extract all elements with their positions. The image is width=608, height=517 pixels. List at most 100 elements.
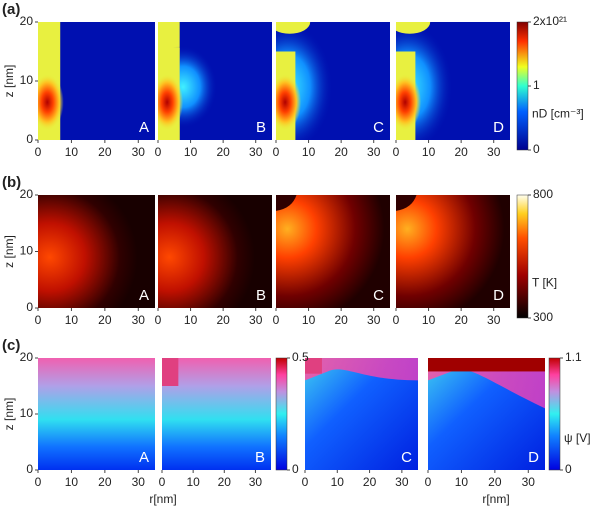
panel-letter: A — [139, 287, 149, 304]
x-tick-label: 0 — [35, 313, 42, 327]
x-tick-label: 30 — [487, 313, 501, 327]
heatmap-region — [276, 73, 302, 131]
x-tick-label: 0 — [425, 475, 432, 489]
x-tick-label: 30 — [367, 145, 381, 159]
x-tick-label: 20 — [218, 475, 232, 489]
heatmap-region — [38, 195, 155, 308]
x-tick-label: 0 — [35, 475, 42, 489]
row-label: (a) — [2, 1, 20, 18]
colorbar-label: ψ [V] — [564, 431, 591, 445]
heatmap-region — [158, 73, 184, 131]
heatmap — [158, 22, 272, 140]
x-tick-label: 30 — [132, 145, 146, 159]
x-tick-label: 30 — [249, 313, 263, 327]
heatmap — [396, 22, 510, 140]
panel-letter: C — [373, 119, 384, 136]
x-tick-label: 10 — [65, 145, 79, 159]
x-tick-label: 20 — [98, 475, 112, 489]
panel-letter: A — [139, 449, 149, 466]
colorbar — [516, 194, 529, 319]
heatmap — [158, 195, 272, 308]
panel-letter: B — [256, 287, 266, 304]
y-axis-label: z [nm] — [2, 398, 16, 431]
x-tick-label: 20 — [216, 313, 230, 327]
heatmap-region — [276, 22, 311, 34]
x-tick-label: 20 — [334, 145, 348, 159]
heatmap-region — [396, 22, 431, 34]
panel-letter: D — [528, 449, 539, 466]
x-tick-label: 30 — [132, 475, 146, 489]
y-tick-label: 20 — [20, 14, 34, 28]
heatmap — [38, 195, 155, 308]
x-axis-label: r[nm] — [482, 492, 509, 506]
colorbar-tick-label: 0 — [292, 462, 299, 476]
heatmap — [396, 195, 510, 308]
x-tick-label: 0 — [393, 313, 400, 327]
x-tick-label: 0 — [35, 145, 42, 159]
x-tick-label: 30 — [487, 145, 501, 159]
x-tick-label: 30 — [249, 145, 263, 159]
x-tick-label: 20 — [334, 313, 348, 327]
panel-letter: C — [373, 287, 384, 304]
panel-letter: C — [401, 449, 412, 466]
x-tick-label: 20 — [216, 145, 230, 159]
heatmap — [38, 358, 155, 470]
y-tick-label: 0 — [26, 132, 33, 146]
colorbar — [516, 21, 529, 151]
heatmap-region — [162, 358, 271, 470]
panel-letter: B — [256, 119, 266, 136]
colorbar-tick-label: 1 — [533, 78, 540, 92]
colorbar-tick-label: 800 — [533, 187, 553, 201]
heatmap — [276, 195, 390, 308]
colorbar-tick-label: 0.5 — [292, 350, 309, 364]
x-tick-label: 0 — [393, 145, 400, 159]
x-tick-label: 30 — [249, 475, 263, 489]
heatmap-region — [276, 195, 390, 308]
colorbar-label: T [K] — [532, 276, 557, 290]
heatmap-region — [158, 195, 272, 308]
x-tick-label: 10 — [65, 313, 79, 327]
x-tick-label: 10 — [186, 475, 200, 489]
x-tick-label: 30 — [367, 313, 381, 327]
panel-letter: D — [493, 119, 504, 136]
heatmap — [428, 358, 545, 470]
row-label: (b) — [2, 174, 21, 191]
y-axis-label: z [nm] — [2, 65, 16, 98]
y-tick-label: 10 — [20, 244, 34, 258]
colorbar-tick-label: 2x10²¹ — [533, 14, 567, 28]
x-tick-label: 20 — [363, 475, 377, 489]
x-tick-label: 10 — [65, 475, 79, 489]
x-tick-label: 30 — [132, 313, 146, 327]
x-tick-label: 30 — [395, 475, 409, 489]
heatmap-region — [396, 195, 510, 308]
panel-letter: B — [255, 449, 265, 466]
colorbar-tick-label: 0 — [533, 142, 540, 156]
x-tick-label: 0 — [155, 313, 162, 327]
x-tick-label: 10 — [184, 145, 198, 159]
heatmap — [305, 358, 418, 470]
colorbar — [275, 357, 288, 471]
x-tick-label: 10 — [455, 475, 469, 489]
heatmap-region — [305, 358, 418, 381]
x-tick-label: 0 — [159, 475, 166, 489]
y-tick-label: 20 — [20, 187, 34, 201]
x-tick-label: 10 — [422, 145, 436, 159]
y-tick-label: 0 — [26, 462, 33, 476]
x-axis-label: r[nm] — [149, 492, 176, 506]
x-tick-label: 10 — [302, 313, 316, 327]
x-tick-label: 0 — [302, 475, 309, 489]
row-label: (c) — [2, 337, 20, 354]
x-tick-label: 20 — [488, 475, 502, 489]
heatmap — [276, 22, 390, 140]
x-tick-label: 20 — [98, 145, 112, 159]
panel-letter: D — [493, 287, 504, 304]
panel-letter: A — [139, 119, 149, 136]
x-tick-label: 10 — [184, 313, 198, 327]
x-tick-label: 0 — [273, 313, 280, 327]
y-tick-label: 20 — [20, 350, 34, 364]
x-tick-label: 0 — [155, 145, 162, 159]
colorbar-tick-label: 1.1 — [565, 350, 582, 364]
y-tick-label: 0 — [26, 300, 33, 314]
colorbar-tick-label: 300 — [533, 310, 553, 324]
